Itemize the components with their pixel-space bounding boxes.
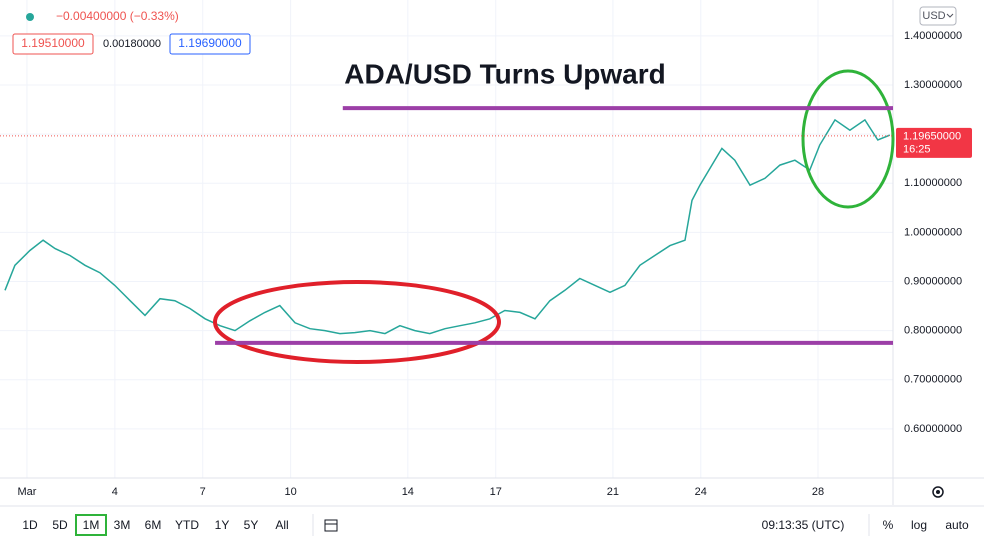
range-button[interactable]: 1Y [215, 518, 230, 532]
dropdown-arrow [946, 13, 954, 18]
currency: USD [922, 10, 945, 22]
y-tick-label: 0.60000000 [904, 423, 962, 435]
date-range-icon[interactable] [324, 519, 338, 532]
x-tick-label: 28 [812, 486, 824, 498]
ask-box[interactable] [169, 33, 251, 55]
breakout-ellipse [801, 69, 895, 209]
range-button[interactable]: YTD [175, 518, 199, 532]
scale-option[interactable]: log [911, 518, 927, 532]
y-tick-label: 1.10000000 [904, 177, 962, 189]
x-tick-label: 17 [490, 486, 502, 498]
range-button[interactable]: 3M [114, 518, 131, 532]
x-tick-label: 24 [695, 486, 707, 498]
settings-icon[interactable] [932, 486, 944, 498]
x-tick-label: 14 [402, 486, 414, 498]
change: −0.00400000 (−0.33%) [56, 9, 179, 23]
range-ellipse [213, 280, 501, 364]
y-tick-label: 1.40000000 [904, 30, 962, 42]
range-button[interactable]: 5Y [244, 518, 259, 532]
range-button[interactable]: 5D [52, 518, 68, 532]
spread: 0.00180000 [103, 38, 161, 50]
y-tick-label: 1.30000000 [904, 79, 962, 91]
currency-select[interactable] [919, 6, 957, 26]
scale-option[interactable]: auto [945, 518, 969, 532]
x-tick-label: 10 [285, 486, 297, 498]
x-tick-label: 7 [200, 486, 206, 498]
plot-area [0, 0, 893, 478]
range-button[interactable]: 1M [83, 518, 100, 532]
range-button[interactable]: 6M [145, 518, 162, 532]
bid: 1.19510000 [21, 36, 85, 50]
clock: 09:13:35 (UTC) [762, 518, 845, 532]
range-button[interactable]: 1D [22, 518, 38, 532]
ask: 1.19690000 [178, 36, 242, 50]
last-price-tag [896, 127, 972, 158]
annotation-title: ADA/USD Turns Upward [344, 58, 666, 89]
y-tick-label: 0.90000000 [904, 275, 962, 287]
countdown: 16:25 [903, 144, 931, 156]
scale-option[interactable]: % [883, 518, 894, 532]
toolbar: 1D 5D 1M 3M 6M YTD 1Y 5Y All% log auto [22, 514, 969, 536]
range-button[interactable]: All [275, 518, 288, 532]
x-tick-label: 21 [607, 486, 619, 498]
x-tick-label: 4 [112, 486, 118, 498]
price-line [4, 118, 891, 335]
status-dot [26, 13, 34, 21]
y-tick-label: 0.80000000 [904, 325, 962, 337]
bid-box[interactable] [12, 33, 94, 55]
last-price-label: 1.19650000 [903, 131, 961, 143]
y-tick-label: 0.70000000 [904, 374, 962, 386]
y-tick-label: 1.00000000 [904, 226, 962, 238]
x-tick-label: Mar [17, 486, 36, 498]
active-range [75, 514, 107, 536]
